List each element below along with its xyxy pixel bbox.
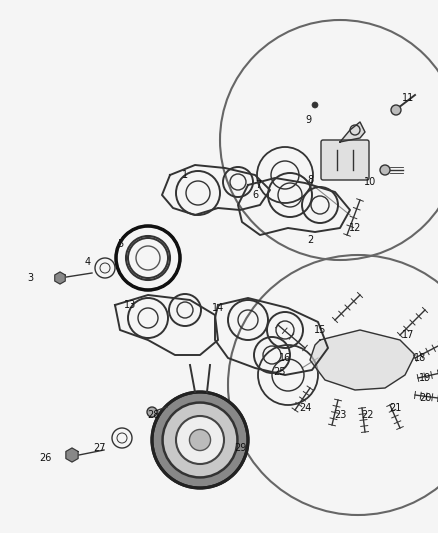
Text: 21: 21 [389, 403, 401, 413]
Text: 11: 11 [402, 93, 414, 103]
Text: 10: 10 [364, 177, 376, 187]
Text: 23: 23 [334, 410, 346, 420]
Text: 4: 4 [85, 257, 91, 267]
Circle shape [380, 165, 390, 175]
Text: 6: 6 [252, 190, 258, 200]
Text: 14: 14 [212, 303, 224, 313]
Text: 1: 1 [182, 170, 188, 180]
Circle shape [176, 416, 224, 464]
Circle shape [147, 407, 157, 417]
Text: 2: 2 [307, 235, 313, 245]
Text: 12: 12 [349, 223, 361, 233]
Text: 8: 8 [307, 175, 313, 185]
Text: 5: 5 [117, 239, 123, 249]
Circle shape [190, 430, 211, 450]
Text: 7: 7 [255, 180, 261, 190]
Polygon shape [66, 448, 78, 462]
Text: 20: 20 [419, 393, 431, 403]
Text: 17: 17 [402, 330, 414, 340]
Polygon shape [55, 272, 65, 284]
Circle shape [162, 402, 237, 478]
Text: 26: 26 [39, 453, 51, 463]
Text: 25: 25 [274, 367, 286, 377]
Circle shape [391, 105, 401, 115]
Text: 29: 29 [234, 443, 246, 453]
FancyBboxPatch shape [321, 140, 369, 180]
Text: 28: 28 [147, 410, 159, 420]
Text: 15: 15 [314, 325, 326, 335]
Text: 9: 9 [305, 115, 311, 125]
Text: 18: 18 [414, 353, 426, 363]
Text: 27: 27 [94, 443, 106, 453]
Text: 3: 3 [27, 273, 33, 283]
Text: 13: 13 [124, 300, 136, 310]
Circle shape [152, 392, 248, 488]
Text: 16: 16 [279, 353, 291, 363]
Text: 24: 24 [299, 403, 311, 413]
Polygon shape [310, 330, 415, 390]
Text: 22: 22 [362, 410, 374, 420]
Circle shape [312, 102, 318, 108]
Polygon shape [340, 122, 365, 142]
Text: 19: 19 [419, 373, 431, 383]
